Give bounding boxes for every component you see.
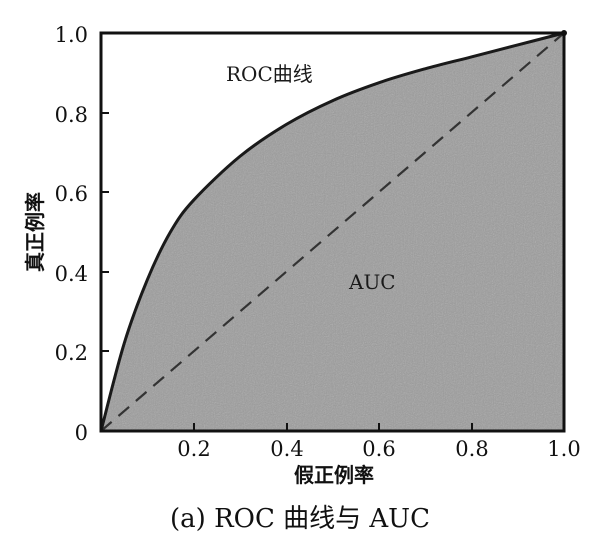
endpoint-marker (561, 30, 567, 36)
plot-frame (99, 31, 566, 433)
x-tick-1.0: 1.0 (547, 437, 580, 461)
x-tick-0.2: 0.2 (177, 437, 210, 461)
y-tick-1.0: 1.0 (55, 23, 88, 47)
y-tick-0.8: 0.8 (55, 103, 88, 127)
roc-curve-label: ROC曲线 (226, 62, 313, 86)
y-tick-0.6: 0.6 (55, 182, 88, 206)
y-tick-0: 0 (75, 421, 88, 445)
y-tick-0.2: 0.2 (55, 341, 88, 365)
x-tick-0.6: 0.6 (362, 437, 395, 461)
x-axis-ticks (193, 423, 473, 431)
y-axis-title: 真正例率 (23, 192, 47, 272)
x-axis-title: 假正例率 (294, 463, 374, 487)
y-tick-0.4: 0.4 (55, 262, 88, 286)
y-axis-ticks (101, 112, 109, 352)
figure-caption: (a) ROC 曲线与 AUC (170, 504, 430, 534)
x-tick-0.8: 0.8 (455, 437, 488, 461)
x-tick-0.4: 0.4 (270, 437, 303, 461)
auc-label: AUC (348, 270, 396, 294)
diagonal-dashed-line (100, 32, 565, 432)
roc-curve-line (99, 31, 565, 432)
